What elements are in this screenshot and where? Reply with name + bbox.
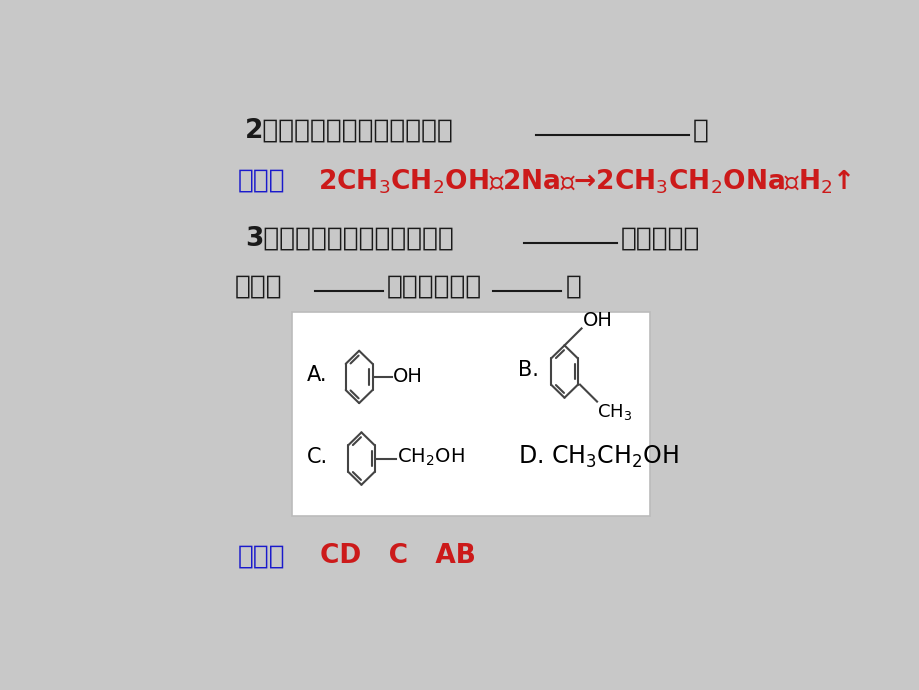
Text: D. CH$_3$CH$_2$OH: D. CH$_3$CH$_2$OH [517, 444, 678, 470]
FancyBboxPatch shape [291, 313, 649, 516]
Text: 3．下列化合物中属于醇的是: 3．下列化合物中属于醇的是 [245, 225, 454, 251]
Text: 。: 。 [692, 117, 708, 144]
Text: A.: A. [307, 366, 327, 386]
Text: B.: B. [517, 360, 539, 380]
Text: 2CH$_3$CH$_2$OH＋2Na－→2CH$_3$CH$_2$ONa＋H$_2$↑: 2CH$_3$CH$_2$OH＋2Na－→2CH$_3$CH$_2$ONa＋H$… [318, 168, 851, 196]
Text: 答案：: 答案： [237, 168, 285, 193]
Text: 答案：: 答案： [237, 543, 285, 569]
Text: ，属于芳香: ，属于芳香 [620, 225, 699, 251]
Text: CH$_3$: CH$_3$ [596, 402, 631, 422]
Text: CH$_2$OH: CH$_2$OH [397, 447, 464, 469]
Text: 2．乙醇与钠的反应方程式为: 2．乙醇与钠的反应方程式为 [245, 117, 454, 144]
Text: 。: 。 [564, 274, 581, 299]
Text: ，属于酚的是: ，属于酚的是 [387, 274, 482, 299]
Text: CD   C   AB: CD C AB [320, 543, 476, 569]
Text: OH: OH [392, 366, 423, 386]
Text: C.: C. [307, 447, 328, 467]
Text: OH: OH [583, 311, 612, 331]
Text: 醇的是: 醇的是 [235, 274, 282, 299]
